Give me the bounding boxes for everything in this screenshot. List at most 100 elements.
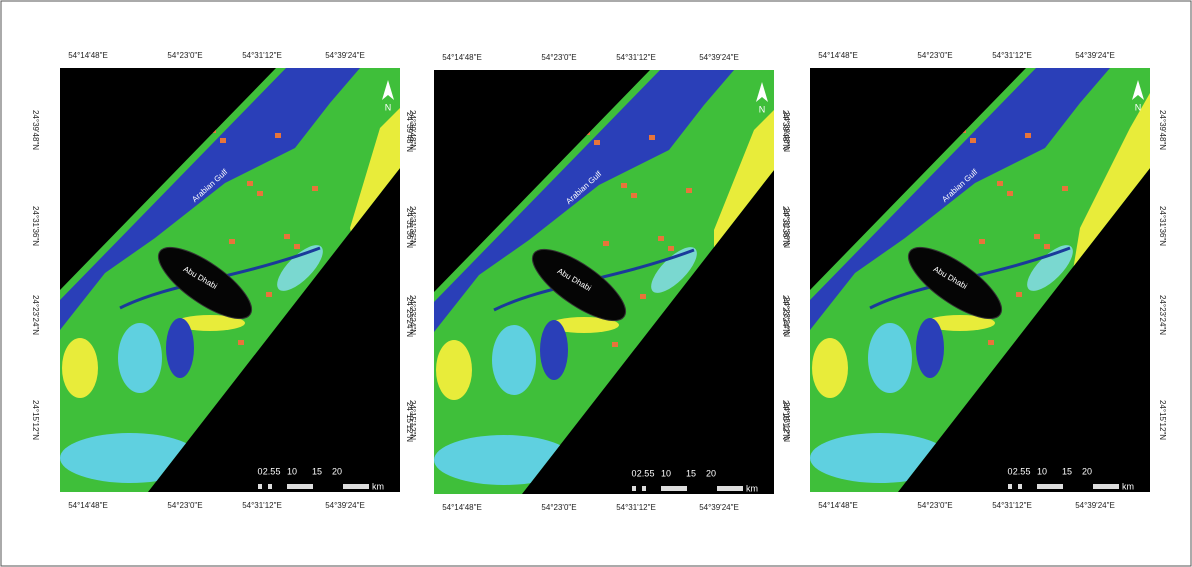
longitude-label: 54°23'0"E bbox=[917, 501, 952, 510]
scale-label: 10 bbox=[1037, 466, 1047, 476]
scale-label: 20 bbox=[1082, 466, 1092, 476]
scale-label: 2.5 bbox=[1013, 466, 1026, 476]
north-label: N bbox=[759, 104, 766, 114]
orange-spot bbox=[247, 181, 253, 186]
longitude-label: 54°31'12"E bbox=[616, 53, 656, 62]
orange-spot bbox=[294, 244, 300, 249]
orange-spot bbox=[284, 234, 290, 239]
scale-label: 5 bbox=[649, 468, 654, 478]
longitude-label: 54°31'12"E bbox=[616, 503, 656, 512]
scale-unit: km bbox=[1122, 481, 1134, 491]
orange-spot bbox=[220, 138, 226, 143]
scale-label: 15 bbox=[1062, 466, 1072, 476]
orange-spot bbox=[640, 294, 646, 299]
scale-segment bbox=[258, 484, 262, 489]
orange-spot bbox=[312, 186, 318, 191]
scale-label: 2.5 bbox=[263, 466, 276, 476]
scale-segment bbox=[1008, 484, 1012, 489]
longitude-label: 54°31'12"E bbox=[992, 51, 1032, 60]
scale-label: 20 bbox=[332, 466, 342, 476]
orange-spot bbox=[649, 135, 655, 140]
longitude-label: 54°31'12"E bbox=[242, 501, 282, 510]
longitude-label: 54°14'48"E bbox=[442, 503, 482, 512]
scale-segment bbox=[268, 484, 272, 489]
latitude-label: 24°31'36"N bbox=[781, 206, 790, 246]
longitude-label: 54°14'48"E bbox=[68, 51, 108, 60]
latitude-label: 24°23'24"N bbox=[1158, 295, 1167, 335]
north-label: N bbox=[385, 102, 392, 112]
scale-label: 20 bbox=[706, 468, 716, 478]
scale-label: 15 bbox=[686, 468, 696, 478]
orange-spot bbox=[594, 140, 600, 145]
scale-segment bbox=[661, 486, 687, 491]
scale-unit: km bbox=[372, 481, 384, 491]
orange-spot bbox=[1007, 191, 1013, 196]
scale-segment bbox=[717, 486, 743, 491]
longitude-label: 54°23'0"E bbox=[917, 51, 952, 60]
longitude-label: 54°14'48"E bbox=[442, 53, 482, 62]
longitude-label: 54°14'48"E bbox=[68, 501, 108, 510]
orange-spot bbox=[603, 241, 609, 246]
scale-segment bbox=[642, 486, 646, 491]
longitude-label: 54°14'48"E bbox=[818, 51, 858, 60]
latitude-label: 24°15'12"N bbox=[1158, 400, 1167, 440]
longitude-label: 54°14'48"E bbox=[818, 501, 858, 510]
scale-segment bbox=[287, 484, 313, 489]
orange-spot bbox=[658, 236, 664, 241]
scale-unit: km bbox=[746, 483, 758, 493]
orange-spot bbox=[979, 239, 985, 244]
scale-segment bbox=[1037, 484, 1063, 489]
latitude-label: 24°39'48"N bbox=[781, 110, 790, 150]
orange-spot bbox=[229, 239, 235, 244]
orange-spot bbox=[631, 193, 637, 198]
latitude-label: 24°39'48"N bbox=[1158, 110, 1167, 150]
scale-segment bbox=[632, 486, 636, 491]
scale-segment bbox=[1093, 484, 1119, 489]
latitude-label: 24°15'12"N bbox=[31, 400, 40, 440]
orange-spot bbox=[238, 340, 244, 345]
latitude-label: 24°39'48"N bbox=[31, 110, 40, 150]
orange-spot bbox=[988, 340, 994, 345]
orange-spot bbox=[970, 138, 976, 143]
longitude-label: 54°39'24"E bbox=[325, 51, 365, 60]
latitude-label: 24°23'24"N bbox=[405, 297, 414, 337]
yellow-patch bbox=[62, 338, 98, 398]
orange-spot bbox=[1044, 244, 1050, 249]
orange-spot bbox=[1016, 292, 1022, 297]
orange-spot bbox=[686, 188, 692, 193]
scale-label: 10 bbox=[661, 468, 671, 478]
longitude-label: 54°39'24"E bbox=[1075, 501, 1115, 510]
orange-spot bbox=[1034, 234, 1040, 239]
orange-spot bbox=[1062, 186, 1068, 191]
longitude-label: 54°23'0"E bbox=[167, 51, 202, 60]
latitude-label: 24°31'36"N bbox=[405, 208, 414, 248]
orange-spot bbox=[1025, 133, 1031, 138]
longitude-label: 54°31'12"E bbox=[992, 501, 1032, 510]
lagoon bbox=[166, 318, 194, 378]
map-panel: Arabian GulfAbu DhabiN02.55101520km54°14… bbox=[405, 53, 791, 512]
longitude-label: 54°39'24"E bbox=[699, 503, 739, 512]
orange-spot bbox=[266, 292, 272, 297]
scale-label: 5 bbox=[275, 466, 280, 476]
north-label: N bbox=[1135, 102, 1142, 112]
orange-spot bbox=[275, 133, 281, 138]
latitude-label: 24°39'48"N bbox=[405, 112, 414, 152]
latitude-label: 24°23'24"N bbox=[781, 295, 790, 335]
longitude-label: 54°23'0"E bbox=[167, 501, 202, 510]
longitude-label: 54°23'0"E bbox=[541, 503, 576, 512]
latitude-label: 24°23'24"N bbox=[31, 295, 40, 335]
latitude-label: 24°31'36"N bbox=[1158, 206, 1167, 246]
orange-spot bbox=[997, 181, 1003, 186]
lagoon bbox=[916, 318, 944, 378]
longitude-label: 54°31'12"E bbox=[242, 51, 282, 60]
scale-segment bbox=[1018, 484, 1022, 489]
scale-label: 15 bbox=[312, 466, 322, 476]
longitude-label: 54°39'24"E bbox=[1075, 51, 1115, 60]
scale-label: 5 bbox=[1025, 466, 1030, 476]
figure: Arabian GulfAbu DhabiN02.55101520km54°14… bbox=[0, 0, 1192, 567]
orange-spot bbox=[668, 246, 674, 251]
longitude-label: 54°39'24"E bbox=[325, 501, 365, 510]
yellow-patch bbox=[436, 340, 472, 400]
cyan-patch bbox=[118, 323, 162, 393]
